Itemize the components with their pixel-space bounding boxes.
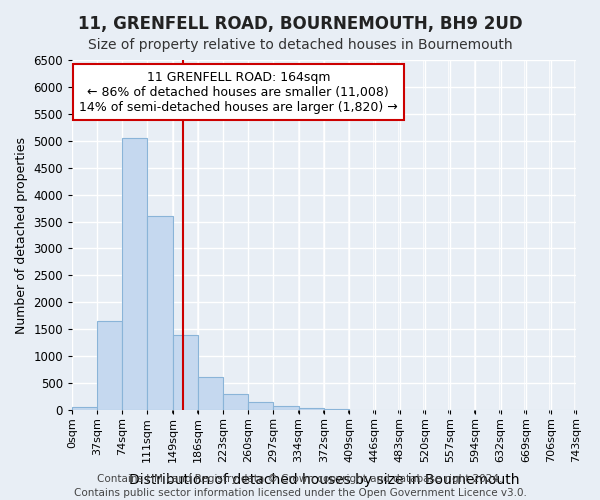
Bar — [147, 216, 173, 410]
Text: Size of property relative to detached houses in Bournemouth: Size of property relative to detached ho… — [88, 38, 512, 52]
Bar — [173, 334, 198, 410]
Text: Contains HM Land Registry data © Crown copyright and database right 2024.
Contai: Contains HM Land Registry data © Crown c… — [74, 474, 526, 498]
Text: 11 GRENFELL ROAD: 164sqm
← 86% of detached houses are smaller (11,008)
14% of se: 11 GRENFELL ROAD: 164sqm ← 86% of detach… — [79, 70, 398, 114]
Bar — [198, 377, 223, 410]
Y-axis label: Number of detached properties: Number of detached properties — [15, 136, 28, 334]
Bar — [299, 408, 325, 410]
Bar — [72, 407, 97, 410]
Bar — [122, 138, 147, 410]
X-axis label: Distribution of detached houses by size in Bournemouth: Distribution of detached houses by size … — [129, 473, 519, 487]
Bar — [223, 394, 248, 410]
Bar — [97, 321, 122, 410]
Bar — [248, 402, 274, 410]
Bar — [274, 406, 299, 410]
Text: 11, GRENFELL ROAD, BOURNEMOUTH, BH9 2UD: 11, GRENFELL ROAD, BOURNEMOUTH, BH9 2UD — [77, 15, 523, 33]
